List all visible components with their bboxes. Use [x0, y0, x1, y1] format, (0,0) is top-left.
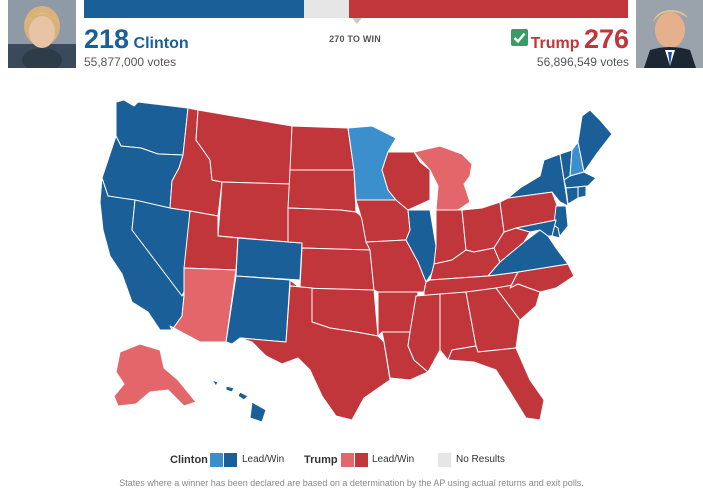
legend-trump-label: Trump	[304, 454, 338, 466]
clinton-popular-votes: 55,877,000 votes	[84, 55, 177, 69]
state-WI[interactable]	[381, 151, 431, 211]
state-ME[interactable]	[577, 109, 613, 173]
legend-no-results-swatch	[438, 453, 451, 467]
trump-electoral-votes: 276	[583, 24, 629, 54]
legend-trump-win-swatch	[355, 453, 368, 467]
state-KS[interactable]	[299, 247, 375, 291]
trump-name: Trump	[530, 35, 580, 52]
state-RI[interactable]	[577, 185, 587, 199]
state-MD[interactable]	[515, 219, 557, 237]
state-NM[interactable]	[225, 275, 291, 345]
threshold-label: 270 TO WIN	[329, 34, 381, 44]
state-CT[interactable]	[565, 186, 579, 205]
state-WY[interactable]	[217, 181, 291, 243]
state-CO[interactable]	[235, 237, 303, 281]
state-SD[interactable]	[287, 169, 357, 213]
electoral-progress-bar	[84, 0, 628, 24]
state-ND[interactable]	[289, 125, 355, 171]
state-FL[interactable]	[447, 345, 545, 421]
state-AK[interactable]	[113, 343, 197, 407]
threshold-marker	[352, 18, 362, 24]
clinton-electoral-votes: 218	[84, 24, 130, 54]
legend-clinton-lead-swatch	[210, 453, 223, 467]
clinton-tally: 218 Clinton 55,877,000 votes	[84, 24, 189, 69]
trump-popular-votes: 56,896,549 votes	[536, 55, 629, 69]
state-AZ[interactable]	[169, 267, 237, 343]
footnote: States where a winner has been declared …	[119, 478, 584, 488]
legend-no-results-label: No Results	[456, 454, 505, 465]
clinton-photo	[8, 0, 76, 68]
checkmark-icon	[510, 29, 528, 46]
state-TX[interactable]	[239, 285, 391, 421]
trump-tally: Trump 276 56,896,549 votes	[510, 24, 629, 69]
legend-clinton-win-swatch	[224, 453, 237, 467]
legend-trump-status: Lead/Win	[372, 454, 415, 465]
clinton-electoral-bar	[84, 0, 305, 18]
trump-electoral-bar	[348, 0, 628, 18]
state-HI[interactable]	[211, 379, 267, 423]
legend-clinton-status: Lead/Win	[242, 454, 285, 465]
us-electoral-map	[99, 99, 613, 423]
legend-clinton-label: Clinton	[170, 454, 208, 466]
trump-photo	[636, 0, 703, 68]
state-MI[interactable]	[413, 145, 473, 211]
legend-trump-lead-swatch	[341, 453, 354, 467]
clinton-name: Clinton	[133, 35, 189, 52]
